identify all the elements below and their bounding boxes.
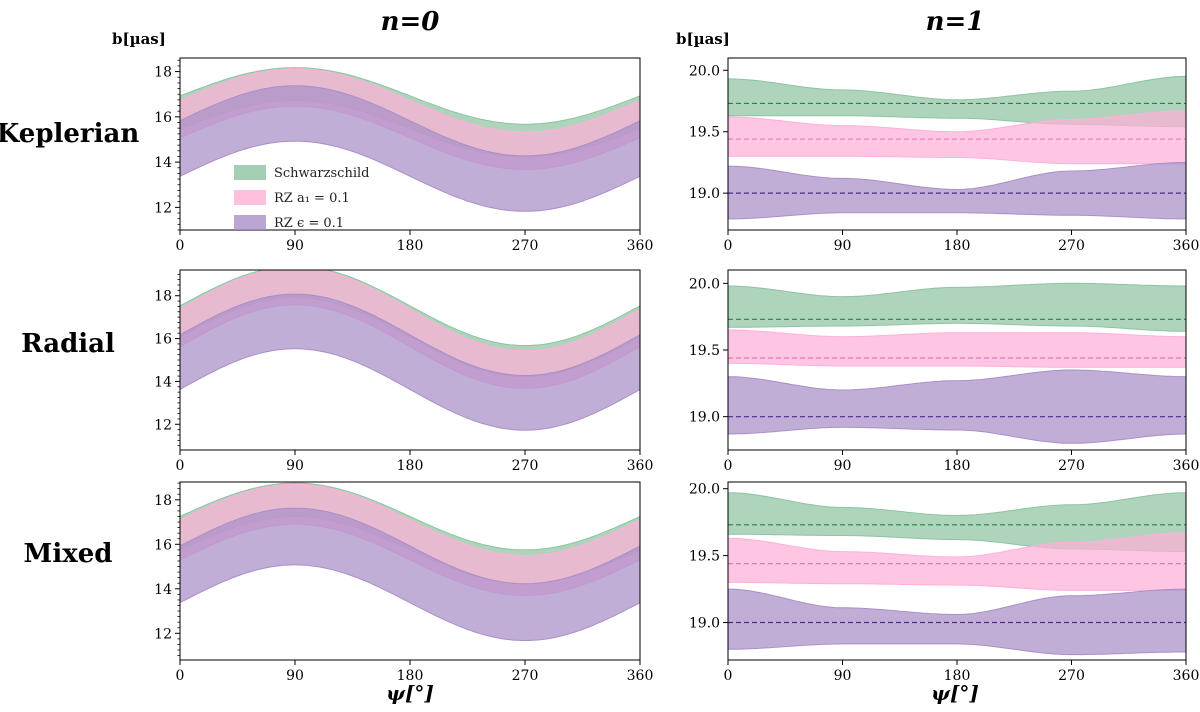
panel-3: 0 90 180 270 360 19.0 19.5 20.0 [689, 269, 1200, 474]
panel-5: 0 90 180 270 360 19.0 19.5 20.0 [689, 481, 1200, 684]
y-tick-label: 12 [154, 417, 172, 433]
x-tick-label: 360 [1173, 458, 1200, 474]
x-tick-label: 360 [1173, 238, 1200, 254]
band-schwarzschild [728, 75, 1186, 128]
x-tick-label: 0 [176, 238, 185, 254]
y-tick-label: 19.0 [689, 616, 720, 632]
band-schwarzschild [728, 492, 1186, 553]
ylabel-left: b[µas] [112, 30, 166, 48]
xlabel-right: ψ[°] [931, 681, 979, 705]
bands [180, 482, 640, 641]
y-tick-label: 19.5 [689, 549, 720, 565]
ylabel-right: b[µas] [676, 30, 730, 48]
y-tick-label: 19.5 [689, 343, 720, 359]
x-tick-label: 180 [397, 668, 424, 684]
panel-4: 0 90 180 270 360 12 14 16 18 [154, 481, 654, 684]
band-rz_eps [180, 85, 640, 212]
band-rz_a1 [728, 532, 1186, 591]
bands [180, 270, 640, 431]
y-tick-label: 14 [154, 582, 172, 598]
x-tick-label: 90 [834, 238, 852, 254]
band-rz_eps [180, 507, 640, 641]
bands [728, 75, 1186, 220]
band-rz_eps [728, 588, 1186, 656]
x-tick-label: 90 [834, 458, 852, 474]
x-tick-label: 180 [944, 238, 971, 254]
x-tick-label: 0 [724, 238, 733, 254]
x-tick-label: 180 [944, 458, 971, 474]
x-tick-label: 0 [724, 668, 733, 684]
x-tick-label: 270 [512, 238, 539, 254]
y-tick-label: 20.0 [689, 63, 720, 79]
x-tick-label: 180 [944, 668, 971, 684]
legend-swatch [234, 190, 266, 205]
x-tick-label: 360 [627, 668, 654, 684]
x-tick-label: 270 [512, 668, 539, 684]
bands [180, 67, 640, 212]
y-tick-label: 18 [154, 493, 172, 509]
band-schwarzschild [728, 282, 1186, 332]
y-tick-label: 19.0 [689, 186, 720, 202]
y-tick-label: 18 [154, 65, 172, 81]
band-rz_eps [728, 369, 1186, 444]
x-tick-label: 0 [724, 458, 733, 474]
legend-label: RZ a₁ = 0.1 [274, 191, 350, 206]
y-tick-label: 16 [154, 110, 172, 126]
row-label-keplerian: Keplerian [0, 119, 139, 149]
legend-swatch [234, 215, 266, 230]
x-tick-label: 0 [176, 668, 185, 684]
x-tick-label: 180 [397, 458, 424, 474]
x-tick-label: 90 [834, 668, 852, 684]
x-tick-label: 270 [1058, 668, 1085, 684]
xlabel-left: ψ[°] [386, 681, 434, 705]
band-rz_eps [728, 161, 1186, 220]
legend-label: Schwarzschild [274, 166, 369, 181]
row-label-radial: Radial [21, 329, 115, 359]
panel-2: 0 90 180 270 360 12 14 16 18 [154, 269, 654, 474]
x-tick-label: 270 [1058, 238, 1085, 254]
y-tick-label: 20.0 [689, 482, 720, 498]
x-tick-label: 270 [512, 458, 539, 474]
x-tick-label: 90 [286, 458, 304, 474]
bands [728, 282, 1186, 444]
y-tick-label: 14 [154, 155, 172, 171]
x-tick-label: 90 [286, 238, 304, 254]
band-rz_a1 [728, 329, 1186, 368]
x-tick-label: 360 [627, 238, 654, 254]
x-tick-label: 270 [1058, 458, 1085, 474]
y-tick-label: 16 [154, 537, 172, 553]
row-label-mixed: Mixed [24, 539, 113, 569]
y-tick-label: 20.0 [689, 276, 720, 292]
band-rz_a1 [728, 110, 1186, 165]
x-tick-label: 180 [397, 238, 424, 254]
band-rz_eps [180, 293, 640, 431]
y-tick-label: 16 [154, 332, 172, 348]
column-title-n0: n=0 [381, 7, 440, 37]
legend-swatch [234, 165, 266, 180]
bands [728, 492, 1186, 656]
y-tick-label: 12 [154, 626, 172, 642]
panel-0: 0 90 180 270 360 12 14 16 18 Schwarzschild RZ a₁ =… [154, 57, 654, 254]
y-tick-label: 19.0 [689, 410, 720, 426]
y-tick-label: 12 [154, 200, 172, 216]
x-tick-label: 0 [176, 458, 185, 474]
x-tick-label: 360 [1173, 668, 1200, 684]
y-tick-label: 14 [154, 374, 172, 390]
column-title-n1: n=1 [926, 7, 985, 37]
legend-label: RZ ϵ = 0.1 [274, 216, 344, 231]
x-tick-label: 360 [627, 458, 654, 474]
panel-1: 0 90 180 270 360 19.0 19.5 20.0 [689, 57, 1200, 254]
y-tick-label: 18 [154, 289, 172, 305]
legend: Schwarzschild RZ a₁ = 0.1 RZ ϵ = 0.1 [234, 165, 369, 231]
y-tick-label: 19.5 [689, 125, 720, 141]
x-tick-label: 90 [286, 668, 304, 684]
